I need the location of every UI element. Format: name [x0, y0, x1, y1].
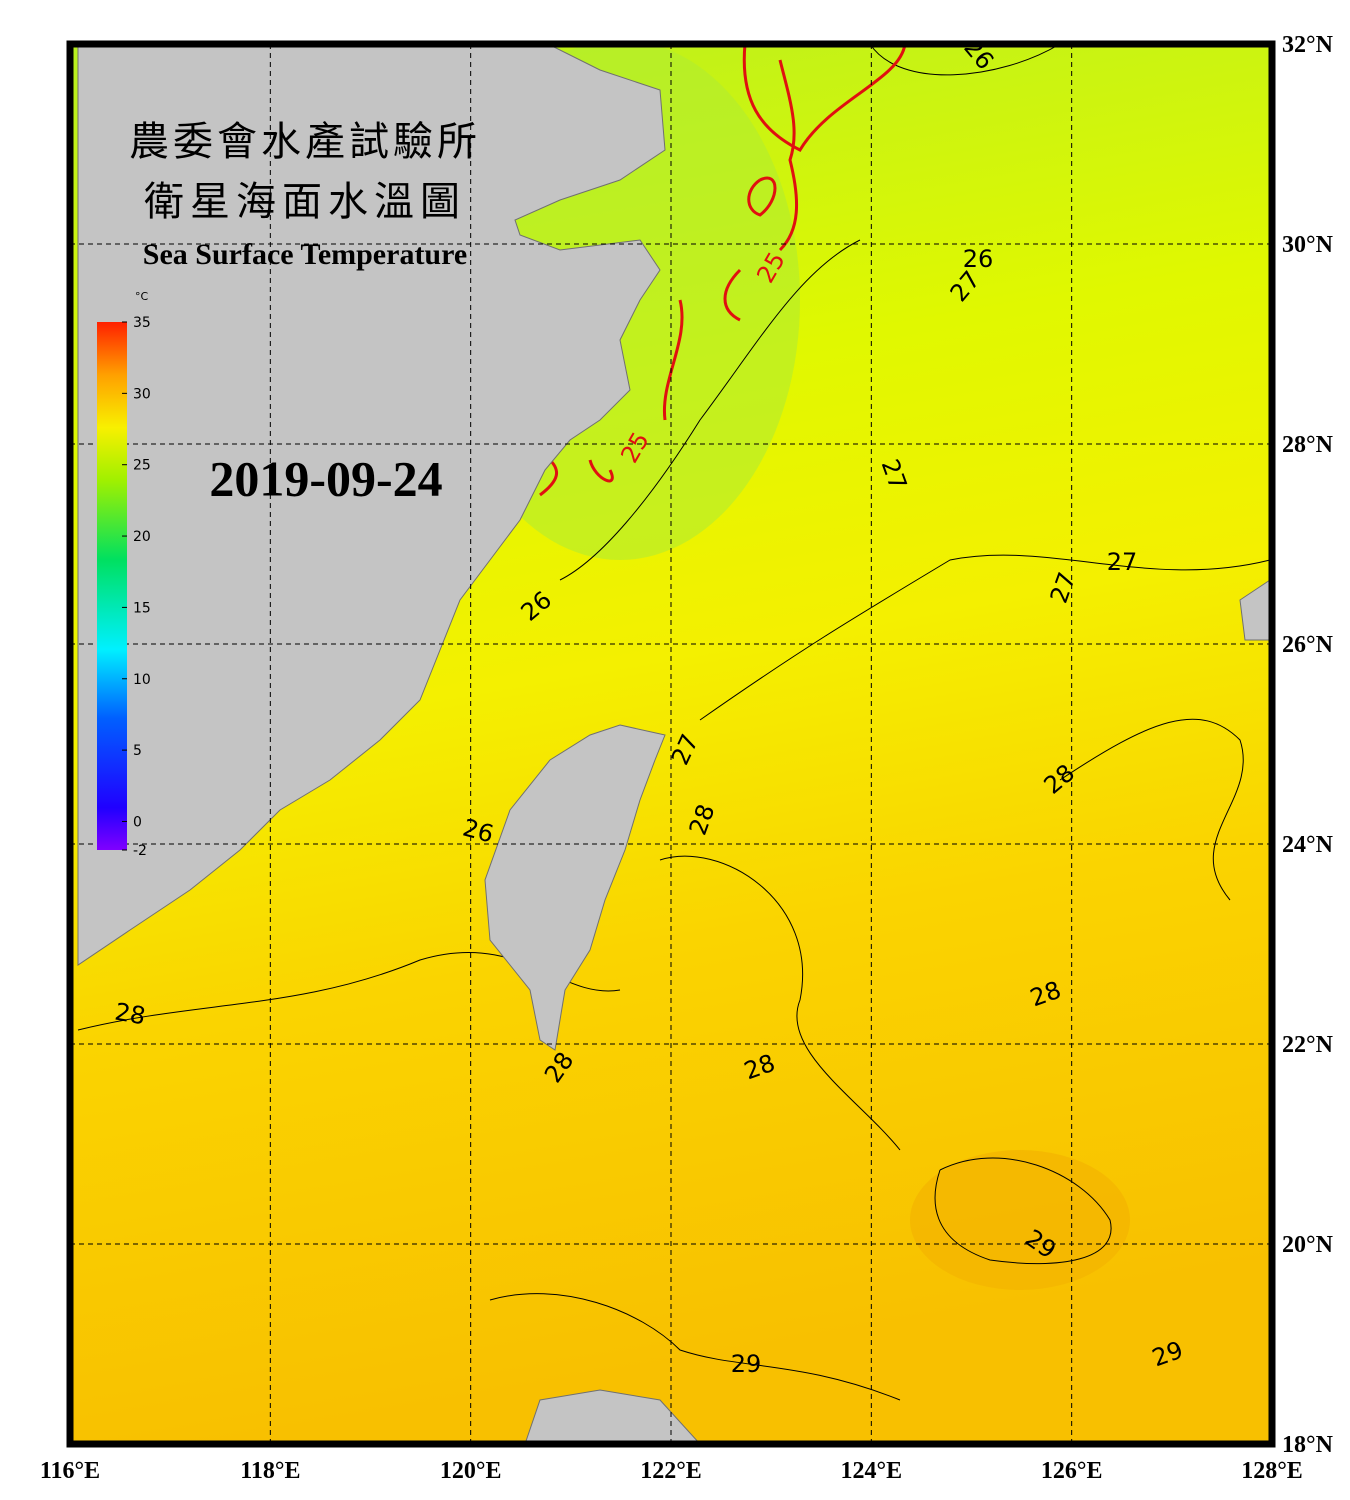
lon-tick-label: 126°E	[1041, 1458, 1103, 1484]
colorbar-tick-label: 35	[133, 315, 151, 331]
lon-tick-label: 122°E	[640, 1458, 702, 1484]
map-frame	[66, 40, 1276, 1448]
lon-tick-label: 118°E	[240, 1458, 300, 1484]
map-area: 26 25 26 27 25 27 27 27 26 27 28 28 26 2…	[70, 44, 1272, 1444]
lat-tick-label: 30°N	[1282, 232, 1334, 258]
contour-label: 28	[113, 998, 148, 1031]
contour-label: 26	[963, 245, 994, 273]
contour-line	[869, 44, 1061, 76]
lat-tick-label: 20°N	[1282, 1232, 1334, 1258]
land-luzon	[524, 1389, 701, 1444]
title-line: 衛星海面水溫圖	[144, 179, 466, 225]
contour-line	[489, 1293, 901, 1401]
title-line: 農委會水產試驗所	[129, 119, 481, 165]
contour-line	[559, 239, 861, 581]
land-china	[77, 44, 666, 966]
lat-tick-label: 28°N	[1282, 432, 1334, 458]
colorbar	[97, 322, 127, 850]
axes: 116°E 118°E 120°E 122°E 124°E 126°E 128°E 32°N 3…	[40, 32, 1334, 1484]
contour-25	[539, 458, 614, 497]
colorbar-tick-label: -2	[133, 843, 147, 859]
colorbar-tick-label: 0	[133, 814, 142, 830]
lon-tick-label: 120°E	[440, 1458, 502, 1484]
contour-line	[659, 855, 901, 1151]
contour-25	[662, 268, 742, 421]
lat-tick-label: 32°N	[1282, 32, 1334, 58]
lat-tick-label: 22°N	[1282, 1032, 1334, 1058]
lat-tick-label: 24°N	[1282, 832, 1334, 858]
colorbar-tick-label: 20	[133, 529, 151, 545]
colorbar-unit: °C	[135, 290, 149, 303]
contour-25	[742, 44, 907, 152]
contour-label: 29	[731, 1350, 762, 1378]
contour-25	[747, 176, 777, 217]
lat-tick-label: 18°N	[1282, 1432, 1334, 1458]
contour-line	[1059, 718, 1244, 901]
contour-line	[699, 554, 1271, 721]
grid	[70, 44, 1272, 1444]
date: 2019-09-24	[209, 450, 442, 506]
colorbar-tick-label: 15	[133, 600, 151, 616]
contour-25	[778, 59, 799, 252]
lat-tick-label: 26°N	[1282, 632, 1334, 658]
warm-water	[910, 1150, 1130, 1290]
colorbar-ticks: 35 30 25 20 15 10 5 0 -2	[122, 315, 151, 859]
subtitle: Sea Surface Temperature	[143, 238, 467, 271]
contour-label: 27	[1107, 548, 1138, 576]
colorbar-tick-label: 30	[133, 386, 151, 402]
colorbar-tick-label: 25	[133, 458, 151, 474]
contour-line	[934, 1157, 1112, 1265]
colorbar-tick-label: 5	[133, 743, 142, 759]
lon-tick-label: 124°E	[841, 1458, 903, 1484]
land-taiwan	[484, 724, 666, 1051]
lon-tick-label: 116°E	[40, 1458, 100, 1484]
lon-tick-label: 128°E	[1241, 1458, 1303, 1484]
colorbar-tick-label: 10	[133, 672, 151, 688]
